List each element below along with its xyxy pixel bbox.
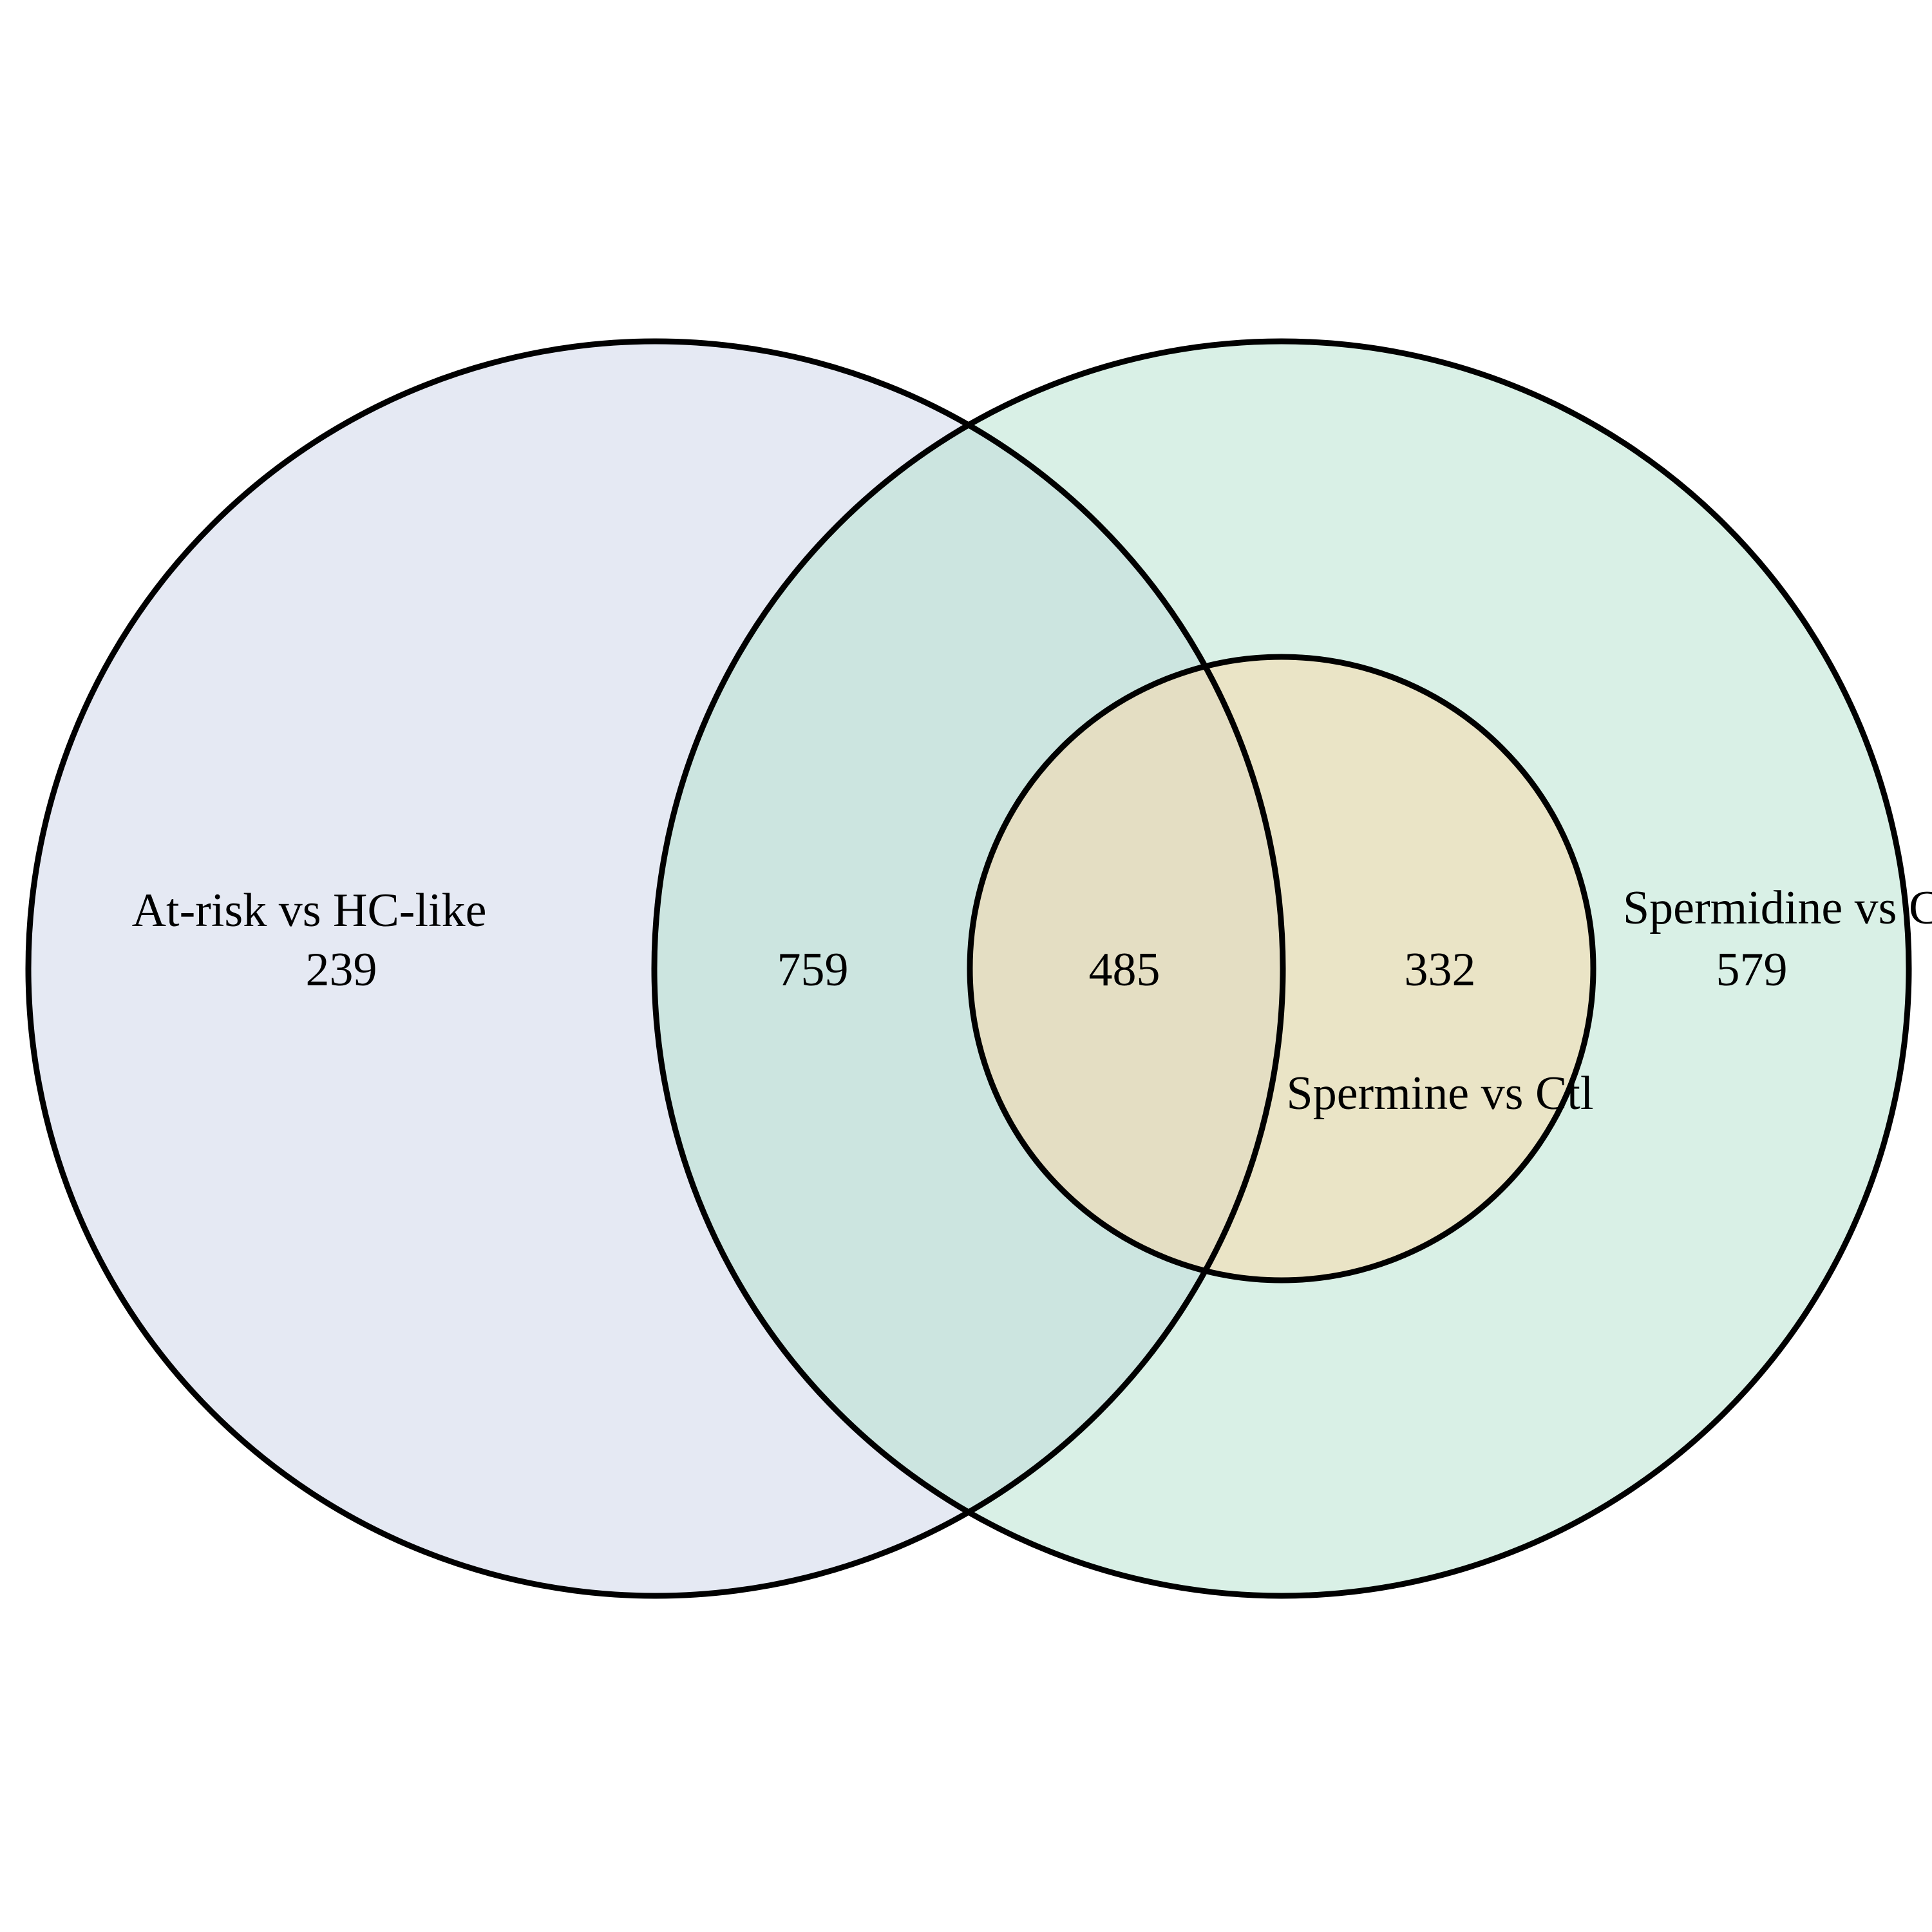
region-bc-count: 332 [1405,943,1476,996]
set-b-outline [651,338,1912,1599]
region-ab-count: 759 [777,943,849,996]
region-b-only-count: 579 [1716,943,1788,996]
set-a-label: At-risk vs HC-like [132,884,487,937]
set-c-outline [967,654,1596,1283]
region-a-only-count: 239 [306,943,377,996]
set-b-label: Spermidine vs Ctl [1623,882,1932,934]
region-abc-count: 485 [1089,943,1160,996]
set-a-outline [25,338,1286,1599]
set-c-label: Spermine vs Ctl [1287,1067,1594,1120]
